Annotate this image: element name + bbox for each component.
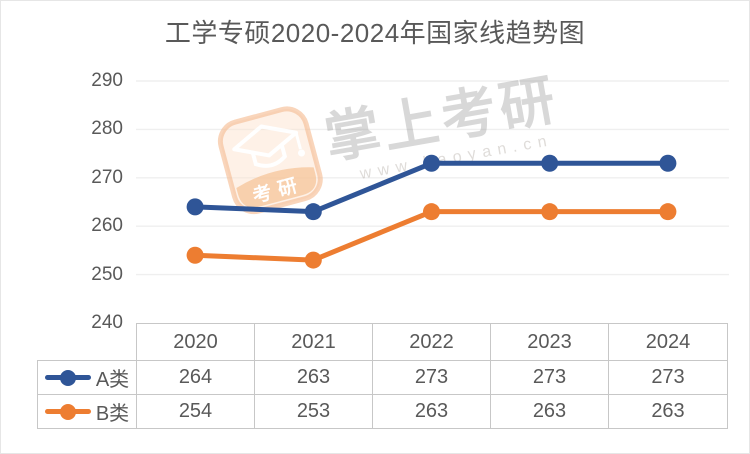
table-row: B类 254 253 263 263 263 [37,394,728,429]
data-point-marker [659,154,677,172]
year-header: 2022 [372,323,491,361]
legend-item-a: A类 [37,360,137,395]
table-header-row: 2020 2021 2022 2023 2024 [37,323,728,361]
table-row: A类 264 263 273 273 273 [37,360,728,395]
data-table: 2020 2021 2022 2023 2024 A类 264 263 273 … [37,323,728,429]
data-point-marker [541,154,559,172]
value-cell: 254 [136,394,255,429]
line-marker-icon [44,403,91,421]
data-point-marker [186,246,204,264]
value-cell: 273 [608,360,728,395]
year-header: 2024 [608,323,728,361]
data-point-marker [659,203,677,221]
value-cell: 263 [254,360,373,395]
series-label: B类 [95,403,130,425]
y-tick-label: 260 [91,215,123,236]
data-point-marker [186,198,204,216]
value-cell: 253 [254,394,373,429]
y-tick-label: 270 [91,167,123,188]
legend-item-b: B类 [37,394,137,429]
series-label: A类 [95,369,130,391]
value-cell: 264 [136,360,255,395]
y-tick-label: 290 [91,70,123,91]
data-point-marker [423,203,440,221]
data-point-marker [304,203,322,221]
data-point-marker [541,203,559,221]
y-tick-label: 250 [91,264,123,285]
y-tick-label: 280 [91,118,123,139]
data-point-marker [304,251,322,269]
table-corner-cell [37,323,137,361]
line-marker-icon [44,369,91,387]
value-cell: 273 [490,360,609,395]
year-header: 2023 [490,323,609,361]
data-point-marker [423,154,440,172]
value-cell: 263 [372,394,491,429]
value-cell: 273 [372,360,491,395]
year-header: 2021 [254,323,373,361]
value-cell: 263 [608,394,728,429]
value-cell: 263 [490,394,609,429]
year-header: 2020 [136,323,255,361]
chart-title: 工学专硕2020-2024年国家线趋势图 [164,18,586,48]
